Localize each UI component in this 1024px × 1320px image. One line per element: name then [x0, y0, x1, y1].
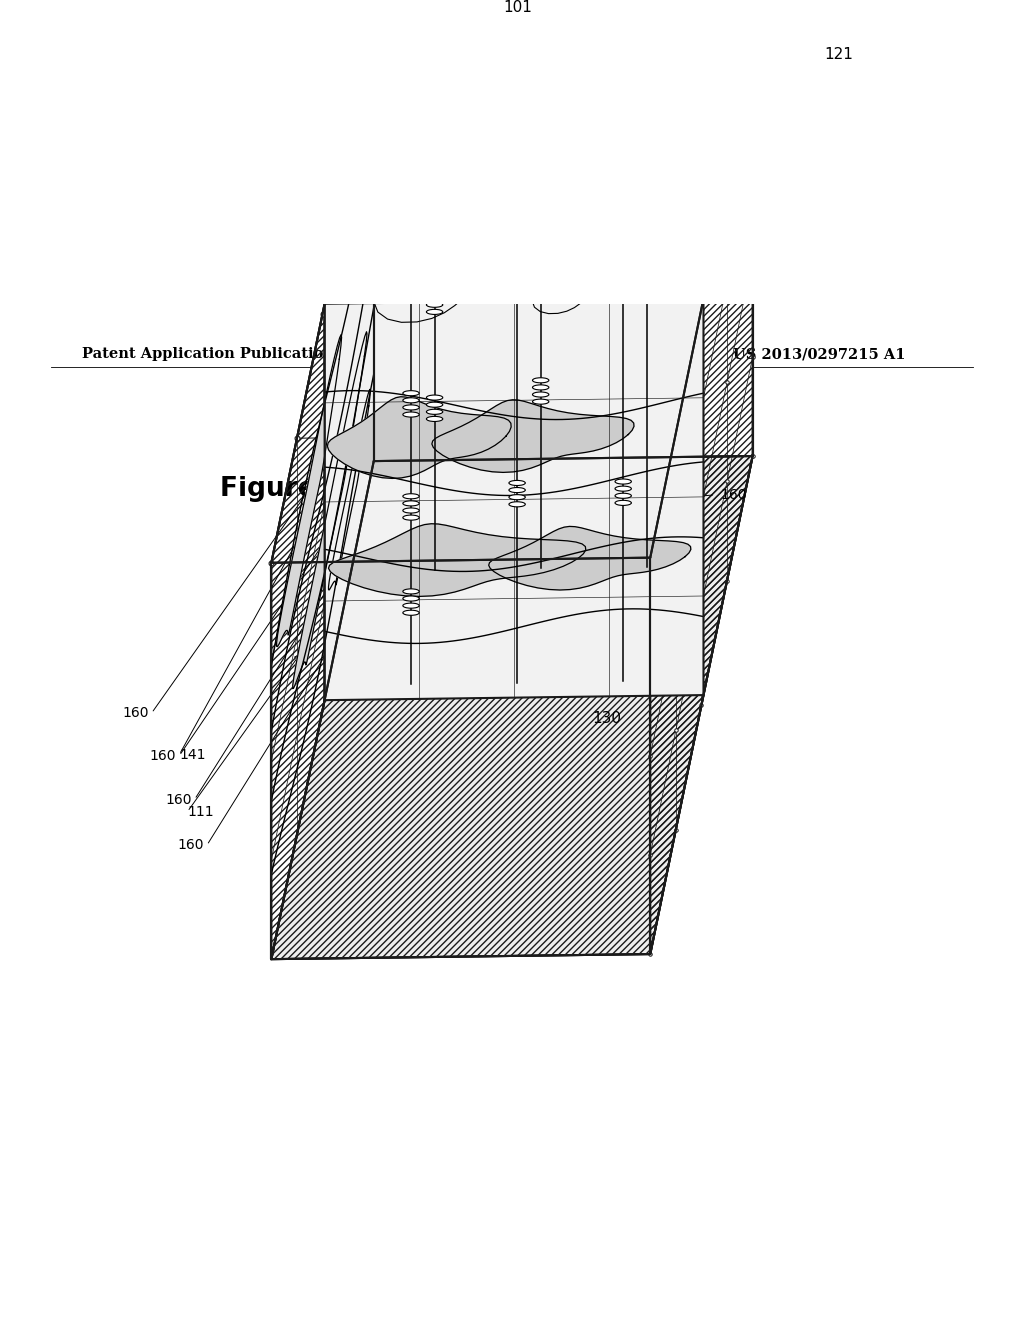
- Text: Patent Application Publication: Patent Application Publication: [82, 347, 334, 362]
- Polygon shape: [419, 156, 433, 166]
- Polygon shape: [373, 140, 394, 160]
- Ellipse shape: [509, 495, 525, 500]
- Ellipse shape: [402, 405, 419, 411]
- Text: 160: 160: [721, 488, 746, 502]
- Text: 141: 141: [179, 748, 206, 762]
- Text: 101: 101: [504, 0, 532, 15]
- Ellipse shape: [509, 502, 525, 507]
- Polygon shape: [403, 100, 425, 119]
- Polygon shape: [431, 115, 453, 133]
- Polygon shape: [329, 389, 371, 590]
- Ellipse shape: [615, 500, 632, 506]
- Ellipse shape: [532, 392, 549, 397]
- Polygon shape: [438, 150, 454, 161]
- Polygon shape: [371, 190, 391, 209]
- Ellipse shape: [402, 515, 419, 520]
- Polygon shape: [488, 527, 691, 590]
- Polygon shape: [443, 181, 459, 190]
- Polygon shape: [328, 397, 511, 478]
- Ellipse shape: [402, 412, 419, 417]
- Polygon shape: [421, 90, 442, 110]
- Polygon shape: [387, 199, 409, 219]
- Polygon shape: [271, 455, 753, 960]
- Ellipse shape: [402, 589, 419, 594]
- Polygon shape: [435, 149, 457, 169]
- Polygon shape: [376, 141, 391, 152]
- Text: Figure 3: Figure 3: [220, 477, 343, 503]
- Ellipse shape: [402, 494, 419, 499]
- Polygon shape: [424, 91, 439, 102]
- Polygon shape: [366, 230, 387, 248]
- Polygon shape: [386, 166, 401, 177]
- Ellipse shape: [426, 302, 442, 308]
- Polygon shape: [325, 298, 703, 700]
- Polygon shape: [362, 176, 383, 194]
- Text: 121: 121: [824, 48, 853, 62]
- Ellipse shape: [615, 479, 632, 484]
- Polygon shape: [383, 165, 404, 183]
- Text: 111: 111: [187, 805, 214, 818]
- Polygon shape: [434, 116, 450, 127]
- Polygon shape: [407, 180, 428, 198]
- Text: 160: 160: [177, 838, 204, 853]
- Polygon shape: [406, 131, 427, 149]
- Polygon shape: [276, 334, 342, 647]
- Ellipse shape: [615, 494, 632, 499]
- Ellipse shape: [402, 391, 419, 396]
- Ellipse shape: [426, 288, 442, 293]
- Polygon shape: [369, 231, 384, 242]
- Polygon shape: [432, 400, 634, 473]
- Text: 160: 160: [122, 706, 148, 721]
- Ellipse shape: [426, 395, 442, 400]
- Text: 160: 160: [165, 792, 191, 807]
- Text: Nov. 7, 2013   Sheet 3 of 5: Nov. 7, 2013 Sheet 3 of 5: [338, 347, 553, 362]
- Ellipse shape: [615, 486, 632, 491]
- Polygon shape: [416, 154, 436, 173]
- Text: 160: 160: [150, 748, 176, 763]
- Ellipse shape: [426, 403, 442, 408]
- Polygon shape: [440, 180, 462, 198]
- Text: 130: 130: [592, 711, 622, 726]
- Polygon shape: [407, 102, 422, 112]
- Ellipse shape: [402, 508, 419, 513]
- Ellipse shape: [509, 487, 525, 492]
- Ellipse shape: [402, 397, 419, 403]
- Polygon shape: [293, 331, 367, 689]
- Ellipse shape: [426, 296, 442, 300]
- Ellipse shape: [402, 610, 419, 615]
- Polygon shape: [390, 201, 406, 211]
- Ellipse shape: [402, 603, 419, 609]
- Ellipse shape: [402, 500, 419, 506]
- Ellipse shape: [509, 480, 525, 486]
- Ellipse shape: [426, 309, 442, 314]
- Ellipse shape: [426, 409, 442, 414]
- Polygon shape: [366, 177, 380, 186]
- Polygon shape: [271, 59, 753, 562]
- Polygon shape: [329, 524, 586, 597]
- Ellipse shape: [532, 399, 549, 404]
- Polygon shape: [410, 181, 425, 191]
- Ellipse shape: [532, 385, 549, 389]
- Polygon shape: [271, 65, 374, 960]
- Text: US 2013/0297215 A1: US 2013/0297215 A1: [733, 347, 905, 362]
- Polygon shape: [409, 131, 424, 141]
- Ellipse shape: [426, 416, 442, 421]
- Ellipse shape: [532, 378, 549, 383]
- Polygon shape: [650, 59, 753, 954]
- Polygon shape: [374, 191, 388, 202]
- Ellipse shape: [402, 597, 419, 601]
